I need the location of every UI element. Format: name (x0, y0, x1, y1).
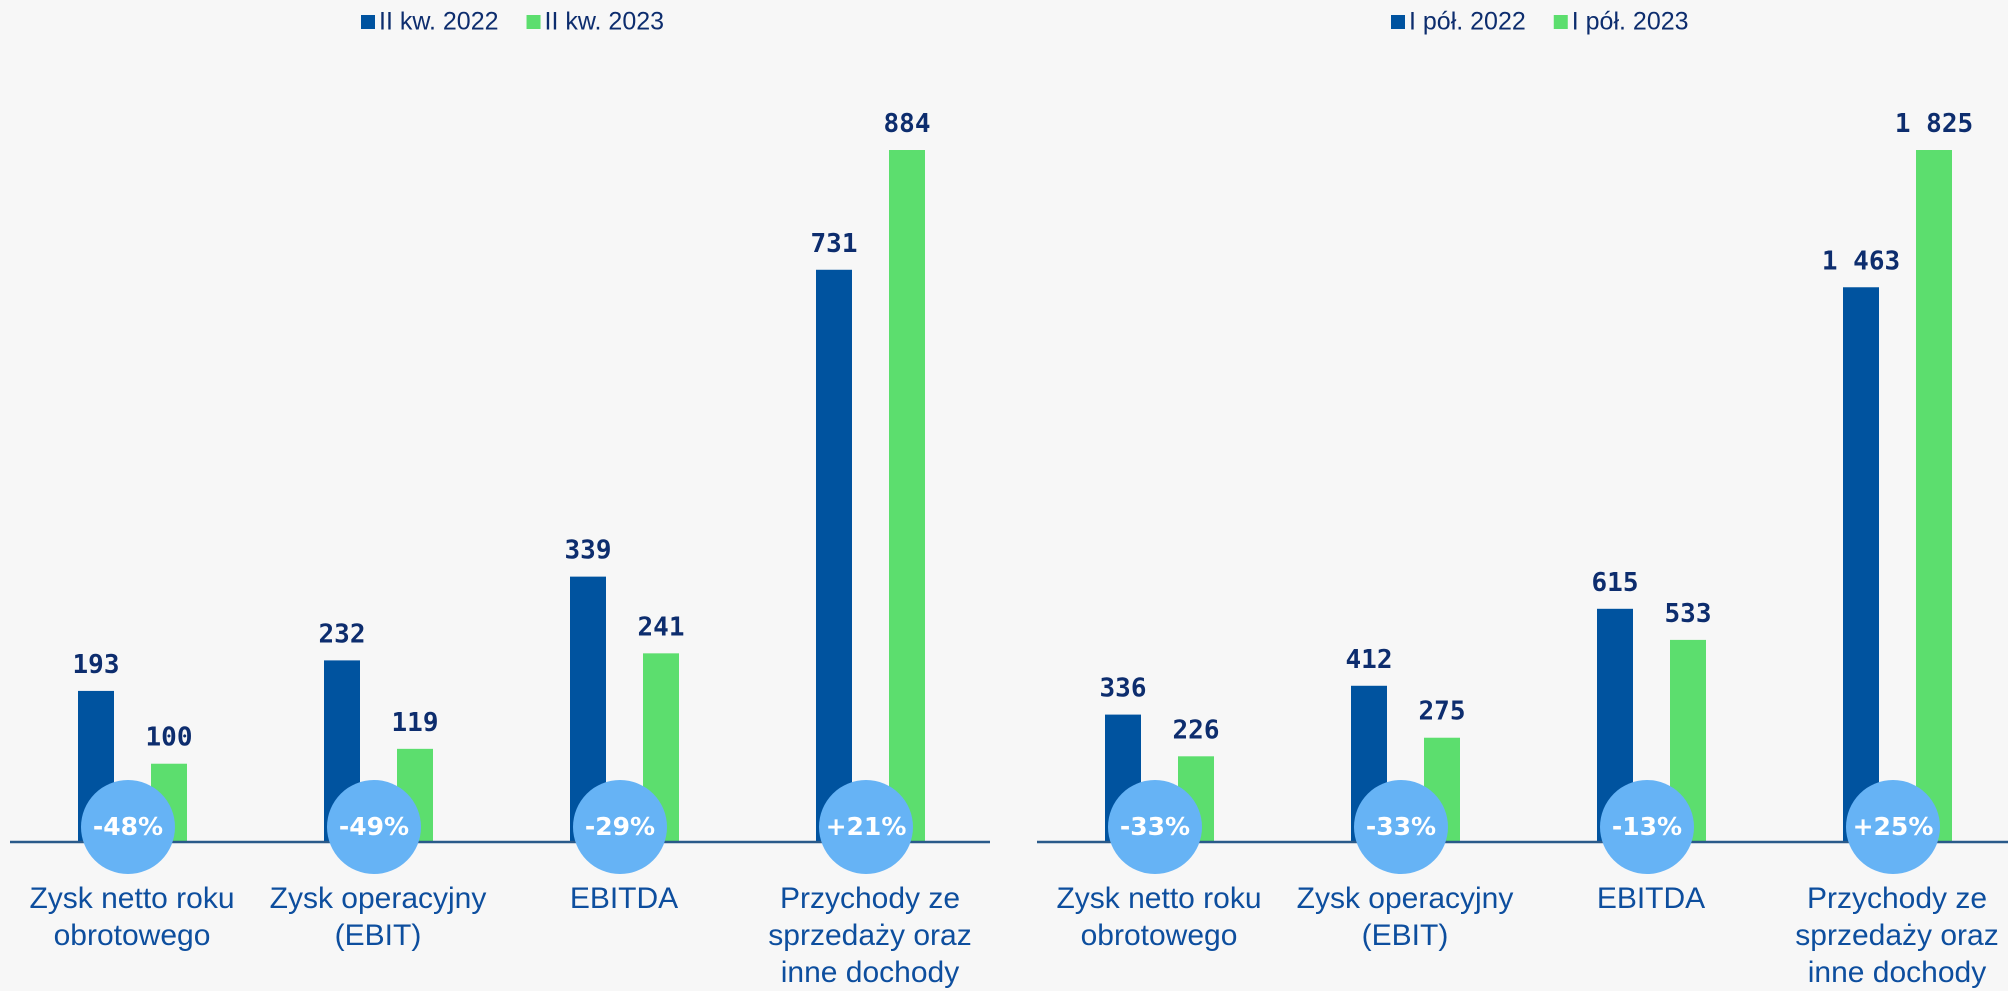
value-label: 100 (146, 723, 193, 753)
value-label: 275 (1419, 697, 1466, 727)
category-label: Zysk operacyjny (EBIT) (269, 882, 487, 952)
change-badge (573, 780, 667, 874)
bar (1916, 150, 1952, 842)
change-label: -33% (1120, 812, 1190, 841)
legend-label: I pół. 2022 (1409, 8, 1526, 36)
category-label: Zysk netto roku obrotowego (1056, 882, 1262, 952)
value-label: 1 825 (1895, 109, 1973, 139)
legend-label: II kw. 2022 (379, 8, 499, 36)
change-label: -48% (93, 812, 163, 841)
bar (1843, 287, 1879, 842)
value-label: 336 (1100, 674, 1147, 704)
category-label: EBITDA (1596, 882, 1706, 915)
value-label: 412 (1346, 645, 1393, 675)
category-label: Zysk netto roku obrotowego (29, 882, 235, 952)
value-label: 731 (811, 229, 858, 259)
change-badge (1108, 780, 1202, 874)
legend-swatch (526, 15, 541, 29)
category-label: Przychody ze sprzedaży oraz inne dochody (1795, 882, 1999, 989)
legend-label: I pół. 2023 (1572, 8, 1689, 36)
change-badge (1600, 780, 1694, 874)
category-label: EBITDA (569, 882, 679, 915)
value-label: 226 (1173, 715, 1220, 745)
category-label: Przychody ze sprzedaży oraz inne dochody (768, 882, 972, 989)
change-badge (81, 780, 175, 874)
change-label: +21% (826, 812, 907, 841)
bar (889, 150, 925, 842)
bar (816, 269, 852, 842)
change-label: -33% (1366, 812, 1436, 841)
value-label: 339 (565, 536, 612, 566)
value-label: 241 (638, 612, 685, 642)
change-label: -49% (339, 812, 409, 841)
change-badge (819, 780, 913, 874)
change-label: -29% (585, 812, 655, 841)
change-badge (1846, 780, 1940, 874)
category-label: Zysk operacyjny (EBIT) (1296, 882, 1514, 952)
change-label: -13% (1612, 812, 1682, 841)
change-label: +25% (1853, 812, 1934, 841)
value-label: 119 (392, 708, 439, 738)
value-label: 232 (319, 619, 366, 649)
legend-label: II kw. 2023 (545, 8, 665, 36)
value-label: 1 463 (1822, 246, 1900, 276)
change-badge (1354, 780, 1448, 874)
legend-swatch (1553, 15, 1568, 29)
value-label: 615 (1592, 568, 1639, 598)
legend-swatch (361, 15, 375, 29)
value-label: 533 (1665, 599, 1712, 629)
change-badge (327, 780, 421, 874)
value-label: 884 (884, 109, 931, 139)
value-label: 193 (73, 650, 120, 680)
legend-swatch (1391, 15, 1405, 29)
